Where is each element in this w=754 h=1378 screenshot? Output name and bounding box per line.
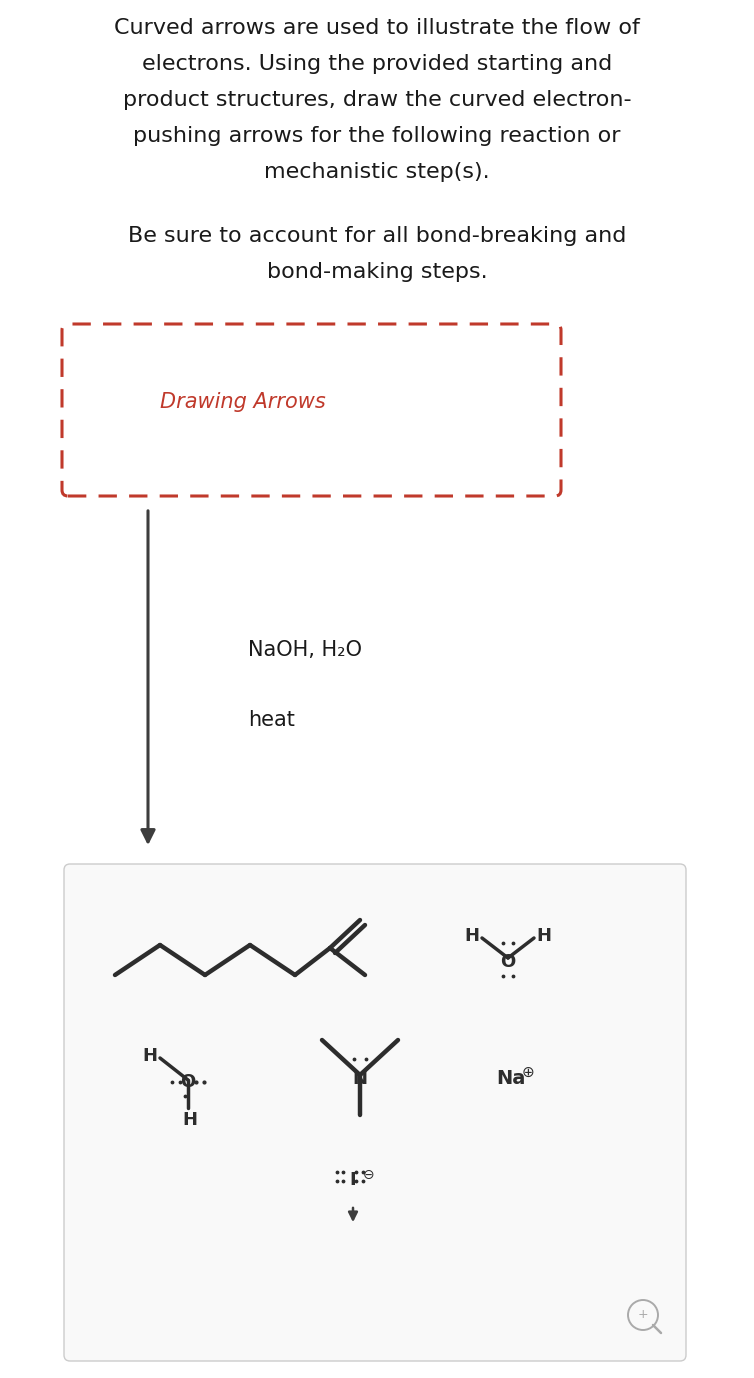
Text: +: + bbox=[638, 1309, 648, 1322]
Text: N: N bbox=[353, 1069, 367, 1089]
Text: H: H bbox=[143, 1047, 158, 1065]
Text: I: I bbox=[350, 1171, 357, 1189]
Text: Curved arrows are used to illustrate the flow of: Curved arrows are used to illustrate the… bbox=[114, 18, 640, 39]
Text: Drawing Arrows: Drawing Arrows bbox=[160, 391, 326, 412]
Text: heat: heat bbox=[248, 710, 295, 730]
Text: H: H bbox=[464, 927, 480, 945]
Text: mechanistic step(s).: mechanistic step(s). bbox=[264, 163, 490, 182]
Text: pushing arrows for the following reaction or: pushing arrows for the following reactio… bbox=[133, 125, 621, 146]
Text: Be sure to account for all bond-breaking and: Be sure to account for all bond-breaking… bbox=[128, 226, 626, 247]
Text: ⊖: ⊖ bbox=[363, 1169, 375, 1182]
Text: H: H bbox=[537, 927, 551, 945]
FancyBboxPatch shape bbox=[62, 324, 561, 496]
Text: ⊕: ⊕ bbox=[522, 1064, 535, 1079]
Text: electrons. Using the provided starting and: electrons. Using the provided starting a… bbox=[142, 54, 612, 74]
Text: O: O bbox=[501, 954, 516, 971]
Text: H: H bbox=[182, 1111, 198, 1129]
Text: Na: Na bbox=[496, 1068, 526, 1087]
Text: NaOH, H₂O: NaOH, H₂O bbox=[248, 639, 362, 660]
Text: bond-making steps.: bond-making steps. bbox=[267, 262, 487, 282]
Text: O: O bbox=[180, 1073, 195, 1091]
Text: product structures, draw the curved electron-: product structures, draw the curved elec… bbox=[123, 90, 631, 110]
FancyBboxPatch shape bbox=[64, 864, 686, 1361]
